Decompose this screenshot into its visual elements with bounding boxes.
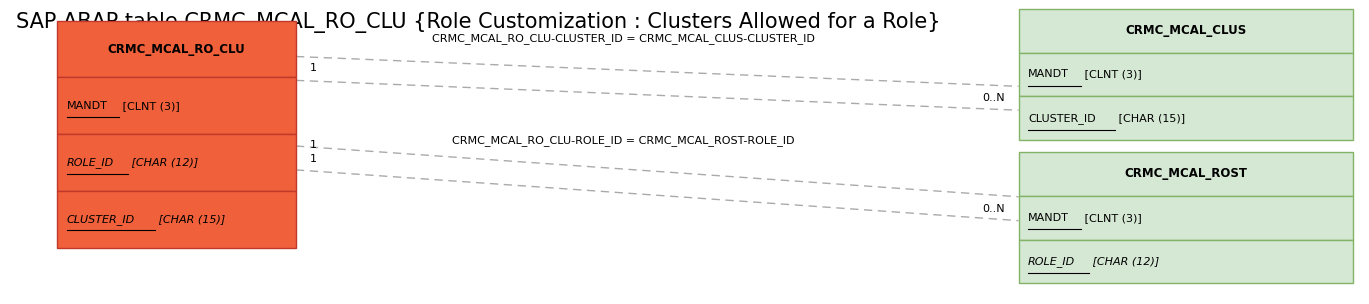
FancyBboxPatch shape xyxy=(1019,196,1353,240)
Text: 0..N: 0..N xyxy=(983,204,1005,214)
FancyBboxPatch shape xyxy=(57,134,296,191)
FancyBboxPatch shape xyxy=(57,191,296,247)
Text: CRMC_MCAL_RO_CLU: CRMC_MCAL_RO_CLU xyxy=(108,43,245,56)
Text: CRMC_MCAL_ROST: CRMC_MCAL_ROST xyxy=(1124,168,1247,180)
FancyBboxPatch shape xyxy=(1019,152,1353,196)
Text: [CLNT (3)]: [CLNT (3)] xyxy=(119,101,181,111)
Text: CRMC_MCAL_RO_CLU-CLUSTER_ID = CRMC_MCAL_CLUS-CLUSTER_ID: CRMC_MCAL_RO_CLU-CLUSTER_ID = CRMC_MCAL_… xyxy=(431,33,815,44)
Text: ROLE_ID: ROLE_ID xyxy=(67,157,114,168)
FancyBboxPatch shape xyxy=(1019,96,1353,140)
FancyBboxPatch shape xyxy=(57,78,296,134)
Text: ROLE_ID: ROLE_ID xyxy=(1028,256,1075,267)
FancyBboxPatch shape xyxy=(57,21,296,78)
FancyBboxPatch shape xyxy=(1019,9,1353,53)
Text: CRMC_MCAL_CLUS: CRMC_MCAL_CLUS xyxy=(1125,24,1246,37)
Text: SAP ABAP table CRMC_MCAL_RO_CLU {Role Customization : Clusters Allowed for a Rol: SAP ABAP table CRMC_MCAL_RO_CLU {Role Cu… xyxy=(16,12,941,33)
Text: 1: 1 xyxy=(309,64,316,74)
Text: [CLNT (3)]: [CLNT (3)] xyxy=(1080,69,1142,79)
Text: MANDT: MANDT xyxy=(1028,69,1069,79)
Text: CRMC_MCAL_RO_CLU-ROLE_ID = CRMC_MCAL_ROST-ROLE_ID: CRMC_MCAL_RO_CLU-ROLE_ID = CRMC_MCAL_ROS… xyxy=(452,135,794,146)
FancyBboxPatch shape xyxy=(1019,53,1353,96)
Text: [CHAR (12)]: [CHAR (12)] xyxy=(1088,257,1160,266)
Text: 0..N: 0..N xyxy=(983,93,1005,103)
FancyBboxPatch shape xyxy=(1019,240,1353,283)
Text: [CHAR (12)]: [CHAR (12)] xyxy=(127,157,199,168)
Text: CLUSTER_ID: CLUSTER_ID xyxy=(67,214,136,225)
Text: CLUSTER_ID: CLUSTER_ID xyxy=(1028,113,1095,124)
Text: 1: 1 xyxy=(309,154,316,164)
Text: 1: 1 xyxy=(309,140,316,150)
Text: MANDT: MANDT xyxy=(1028,213,1069,223)
Text: [CLNT (3)]: [CLNT (3)] xyxy=(1080,213,1142,223)
Text: [CHAR (15)]: [CHAR (15)] xyxy=(1114,113,1186,123)
Text: [CHAR (15)]: [CHAR (15)] xyxy=(155,214,225,224)
Text: MANDT: MANDT xyxy=(67,101,108,111)
